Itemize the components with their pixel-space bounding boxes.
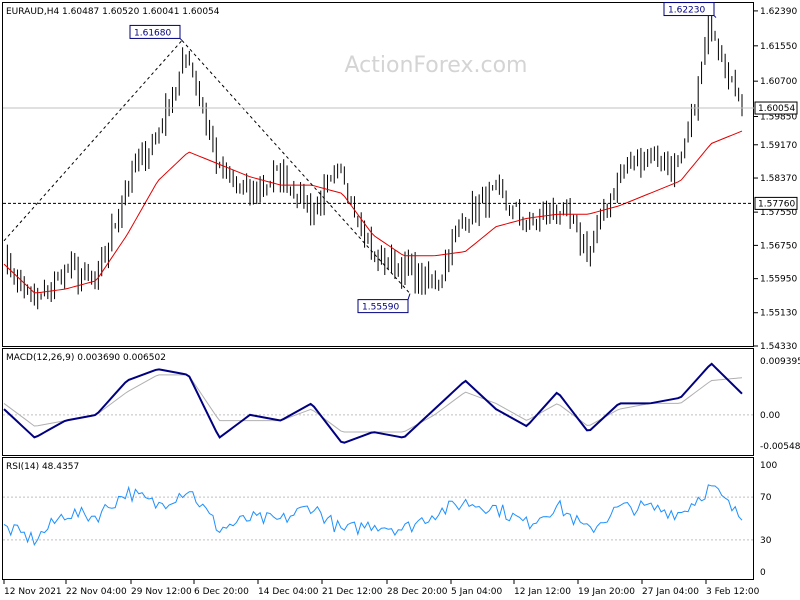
support-level-label: 1.57760: [758, 199, 795, 209]
swing-label: 1.61680: [134, 28, 171, 38]
y-tick-label: 1.59170: [760, 141, 797, 151]
macd-panel-header: MACD(12,26,9) 0.003690 0.006502: [6, 353, 166, 363]
swing-label-leader: [407, 293, 411, 300]
swing-label-leader: [179, 38, 183, 41]
swing-label-box: [663, 2, 715, 17]
x-tick-label: 5 Jan 04:00: [451, 587, 503, 597]
current-price-label: 1.60054: [758, 104, 795, 114]
swing-label-box: [357, 299, 409, 314]
x-tick-label: 12 Jan 12:00: [514, 587, 571, 597]
x-tick-label: 27 Jan 04:00: [642, 587, 699, 597]
main-panel-header: EURAUD,H4 1.60487 1.60520 1.60041 1.6005…: [6, 7, 220, 17]
x-tick-label: 29 Nov 12:00: [131, 587, 192, 597]
macd-y-tick-label: -0.005484: [760, 442, 800, 452]
current-price-label-box: [754, 101, 798, 115]
x-tick-label: 21 Dec 12:00: [322, 587, 383, 597]
x-tick-label: 28 Dec 20:00: [387, 587, 448, 597]
macd-y-tick-label: 0.00: [760, 411, 780, 421]
x-tick-label: 12 Nov 2021: [4, 587, 62, 597]
macd-panel-frame: [2, 348, 754, 456]
y-tick-label: 1.57550: [760, 208, 797, 218]
trend-line-down: [181, 40, 411, 294]
macd-line: [3, 362, 743, 444]
main-panel-frame: [2, 2, 754, 347]
swing-label: 1.55590: [362, 303, 399, 313]
y-tick-label: 1.56750: [760, 241, 797, 251]
rsi-y-tick-label: 30: [760, 536, 772, 546]
y-tick-label: 1.55950: [760, 275, 797, 285]
moving-average-line: [3, 130, 743, 294]
y-tick-label: 1.55130: [760, 309, 797, 319]
swing-label-leader: [713, 15, 717, 18]
support-level-label-box: [754, 196, 798, 210]
rsi-line: [3, 484, 743, 547]
x-tick-label: 14 Dec 04:00: [258, 587, 319, 597]
y-tick-label: 1.60700: [760, 77, 797, 87]
y-tick-label: 1.59850: [760, 113, 797, 123]
x-tick-label: 22 Nov 04:00: [66, 587, 127, 597]
rsi-y-tick-label: 100: [760, 461, 777, 471]
rsi-y-tick-label: 0: [760, 568, 766, 578]
y-tick-label: 1.54330: [760, 342, 797, 352]
swing-label-box: [129, 24, 181, 39]
y-tick-label: 1.62390: [760, 7, 797, 17]
rsi-panel-header: RSI(14) 48.4357: [6, 462, 79, 472]
x-tick-label: 6 Dec 20:00: [194, 587, 249, 597]
swing-label: 1.62230: [668, 6, 705, 16]
x-tick-label: 19 Jan 20:00: [578, 587, 635, 597]
y-tick-label: 1.61550: [760, 42, 797, 52]
rsi-y-tick-label: 70: [760, 493, 772, 503]
watermark: ActionForex.com: [345, 53, 528, 78]
trend-line-up: [3, 40, 183, 242]
macd-y-tick-label: 0.009395: [760, 357, 800, 367]
y-tick-label: 1.58370: [760, 174, 797, 184]
rsi-panel-frame: [2, 457, 754, 580]
x-tick-label: 3 Feb 12:00: [706, 587, 760, 597]
